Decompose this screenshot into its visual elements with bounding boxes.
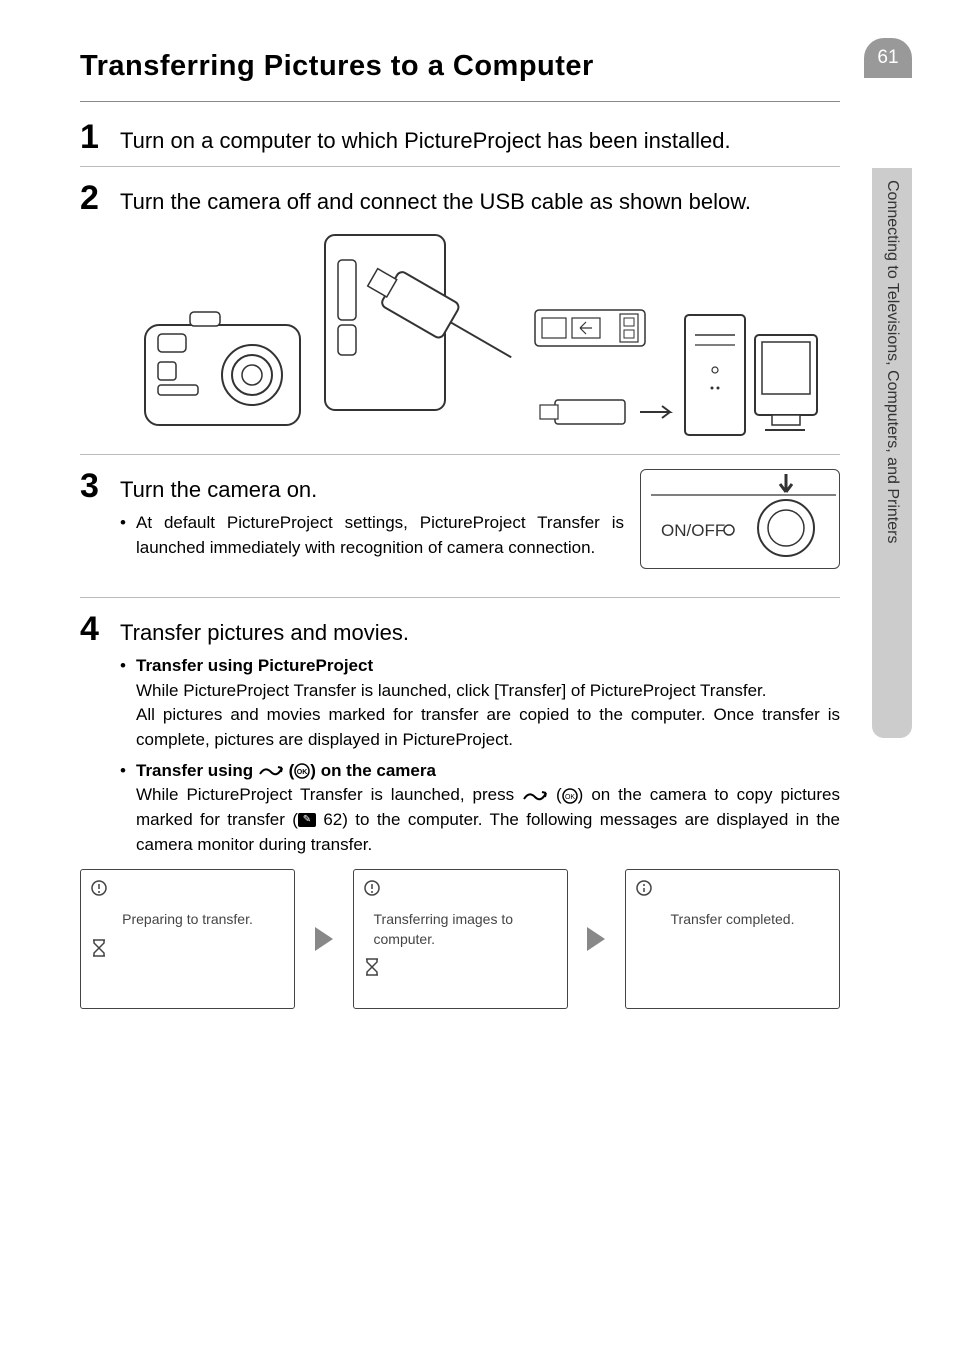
transfer-status-panels: Preparing to transfer. Transferring imag… <box>80 869 840 1009</box>
step-heading: Turn on a computer to which PictureProje… <box>120 126 840 156</box>
step-3-row: 3 Turn the camera on. • At default Pictu… <box>80 469 840 569</box>
ok-paren-close: ) <box>310 761 316 780</box>
title-suffix: on the camera <box>321 761 436 780</box>
ok-paren-close: ) <box>578 785 584 804</box>
bullet-dot: • <box>120 654 136 753</box>
step-body: Turn the camera off and connect the USB … <box>120 181 840 217</box>
usb-connection-diagram <box>140 230 820 440</box>
sub-body: While PictureProject Transfer is launche… <box>136 679 840 704</box>
step-body: Transfer pictures and movies. <box>120 612 840 648</box>
ok-button-icon: OK <box>294 763 310 779</box>
panel-text: Transfer completed. <box>636 910 829 930</box>
page-title: Transferring Pictures to a Computer <box>80 50 840 83</box>
status-panel-completed: Transfer completed. <box>625 869 840 1009</box>
sub-title: Transfer using PictureProject <box>136 654 840 679</box>
section-side-tab: Connecting to Televisions, Computers, an… <box>872 168 912 738</box>
info-icon <box>636 880 829 896</box>
step-number: 3 <box>80 469 120 503</box>
ok-button-icon: OK <box>562 788 578 804</box>
step-3-bullets: • At default PictureProject settings, Pi… <box>120 511 624 560</box>
hourglass-icon <box>91 938 284 958</box>
bullet-item: • At default PictureProject settings, Pi… <box>120 511 624 560</box>
usb-diagram-svg <box>140 230 820 440</box>
step-heading: Turn the camera off and connect the USB … <box>120 187 840 217</box>
sub-body: All pictures and movies marked for trans… <box>136 703 840 752</box>
page-content: Transferring Pictures to a Computer 1 Tu… <box>80 50 840 1009</box>
step-divider <box>80 166 840 167</box>
step-body: Turn the camera on. <box>120 469 624 505</box>
step-3: 3 Turn the camera on. <box>80 469 624 505</box>
transfer-icon <box>258 764 284 778</box>
status-panel-preparing: Preparing to transfer. <box>80 869 295 1009</box>
page-ref-icon: ✎ <box>298 813 316 827</box>
title-prefix: Transfer using <box>136 761 258 780</box>
bullet-item: • Transfer using (OK) on the camera Whil… <box>120 759 840 858</box>
step-4: 4 Transfer pictures and movies. <box>80 612 840 648</box>
step-body: Turn on a computer to which PictureProje… <box>120 120 840 156</box>
step-number: 2 <box>80 181 120 215</box>
body-part: While PictureProject Transfer is launche… <box>136 785 522 804</box>
bullet-item: • Transfer using PictureProject While Pi… <box>120 654 840 753</box>
sub-body: While PictureProject Transfer is launche… <box>136 783 840 857</box>
sub-title: Transfer using (OK) on the camera <box>136 759 840 784</box>
step-3-text: 3 Turn the camera on. • At default Pictu… <box>80 469 624 569</box>
svg-text:OK: OK <box>565 794 575 801</box>
power-button-diagram: ON/OFF <box>640 469 840 569</box>
page-number-badge: 61 <box>864 38 912 78</box>
svg-text:OK: OK <box>297 769 308 776</box>
step-heading: Turn the camera on. <box>120 475 624 505</box>
bullet-dot: • <box>120 759 136 858</box>
step-number: 4 <box>80 612 120 646</box>
step-number: 1 <box>80 120 120 154</box>
arrow-icon <box>315 927 333 951</box>
power-diagram-svg: ON/OFF <box>641 470 841 570</box>
status-panel-transferring: Transferring images to computer. <box>353 869 568 1009</box>
page-number: 61 <box>877 47 898 69</box>
onoff-label: ON/OFF <box>661 521 725 540</box>
step-heading: Transfer pictures and movies. <box>120 618 840 648</box>
step-divider <box>80 597 840 598</box>
bullet-dot: • <box>120 511 136 560</box>
panel-text: Transferring images to computer. <box>364 910 557 949</box>
side-tab-text: Connecting to Televisions, Computers, an… <box>883 180 901 543</box>
transfer-icon <box>522 789 548 803</box>
hourglass-icon <box>364 957 557 977</box>
arrow-icon <box>587 927 605 951</box>
warning-icon <box>364 880 557 896</box>
bullet-text: Transfer using PictureProject While Pict… <box>136 654 840 753</box>
panel-text: Preparing to transfer. <box>91 910 284 930</box>
bullet-text: At default PictureProject settings, Pict… <box>136 511 624 560</box>
step-divider <box>80 454 840 455</box>
bullet-text: Transfer using (OK) on the camera While … <box>136 759 840 858</box>
step-4-bullets: • Transfer using PictureProject While Pi… <box>120 654 840 857</box>
warning-icon <box>91 880 284 896</box>
title-divider <box>80 101 840 102</box>
step-2: 2 Turn the camera off and connect the US… <box>80 181 840 217</box>
step-1: 1 Turn on a computer to which PicturePro… <box>80 120 840 156</box>
page-ref: 62 <box>323 810 342 829</box>
